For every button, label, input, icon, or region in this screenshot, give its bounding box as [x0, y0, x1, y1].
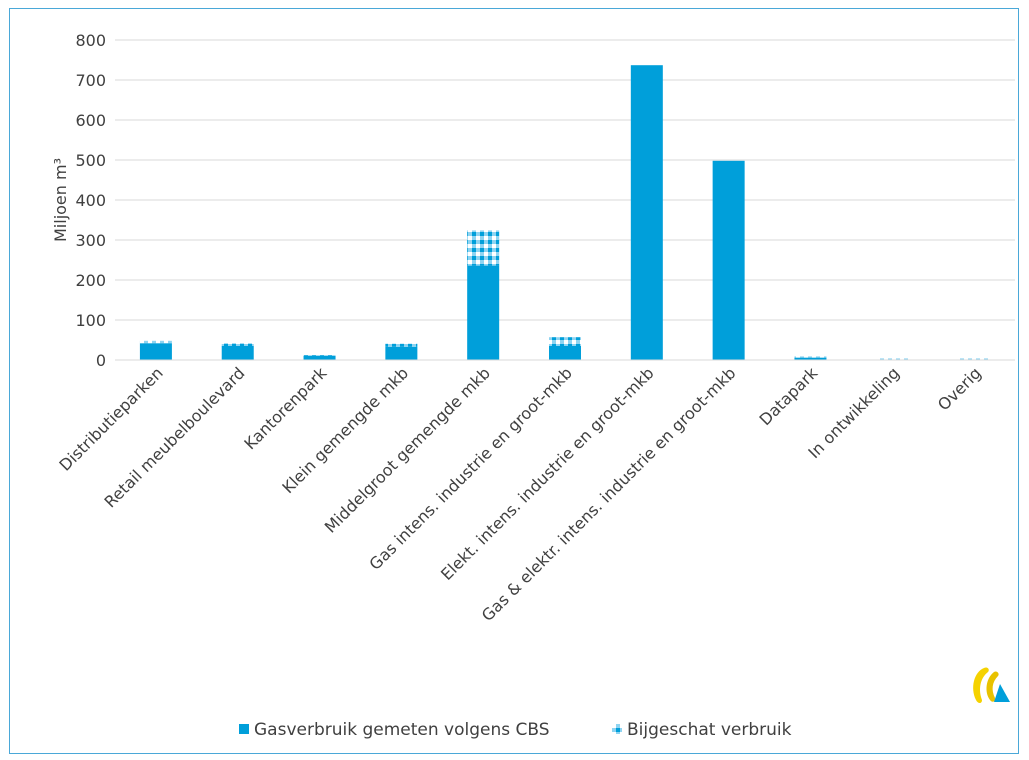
- y-tick-label: 200: [75, 271, 106, 290]
- bar-measured: [549, 346, 581, 360]
- y-axis-ticks: 0 100 200 300 400 500 600 700 800: [75, 31, 106, 370]
- x-tick-label: Middelgroot gemengde mkb: [321, 363, 494, 536]
- y-tick-label: 100: [75, 311, 106, 330]
- y-tick-label: 0: [96, 351, 106, 370]
- bar-measured: [712, 160, 745, 360]
- legend-label-gasverbruik: Gasverbruik gemeten volgens CBS: [254, 720, 550, 740]
- x-tick-label: Datapark: [756, 363, 822, 429]
- legend-swatch-bijgeschat: [612, 724, 622, 734]
- bar-measured: [630, 65, 663, 360]
- legend-swatch-gasverbruik: [239, 724, 249, 734]
- y-tick-label: 300: [75, 231, 106, 250]
- bar-measured: [467, 265, 500, 360]
- bar-measured: [303, 356, 336, 360]
- bar-estimated: [958, 358, 991, 360]
- legend-label-bijgeschat: Bijgeschat verbruik: [627, 720, 792, 740]
- y-tick-label: 500: [75, 151, 106, 170]
- legend: Gasverbruik gemeten volgens CBS Bijgesch…: [239, 720, 792, 740]
- logo-icon: [973, 667, 1010, 703]
- bar-estimated: [139, 340, 172, 344]
- bar-measured: [385, 346, 418, 360]
- bar-measured: [139, 343, 172, 360]
- y-tick-label: 600: [75, 111, 106, 130]
- bar-estimated: [876, 358, 909, 360]
- bar-estimated: [794, 356, 827, 358]
- bar-estimated: [467, 230, 500, 266]
- x-tick-label: Kantorenpark: [240, 363, 330, 453]
- grid-lines: [115, 39, 1015, 321]
- bar-estimated: [303, 355, 336, 356]
- y-axis-label: Miljoen m³: [51, 158, 70, 242]
- x-tick-label: Overig: [934, 363, 985, 414]
- bar-measured: [221, 346, 254, 360]
- y-tick-label: 700: [75, 71, 106, 90]
- y-tick-label: 800: [75, 31, 106, 50]
- bars: [139, 65, 991, 360]
- x-tick-label: Retail meubelboulevard: [100, 363, 248, 511]
- bar-estimated: [549, 337, 581, 346]
- bar-estimated: [385, 343, 418, 347]
- y-tick-label: 400: [75, 191, 106, 210]
- bar-measured: [794, 357, 827, 360]
- chart-frame: [9, 8, 1019, 754]
- bar-estimated: [221, 343, 254, 346]
